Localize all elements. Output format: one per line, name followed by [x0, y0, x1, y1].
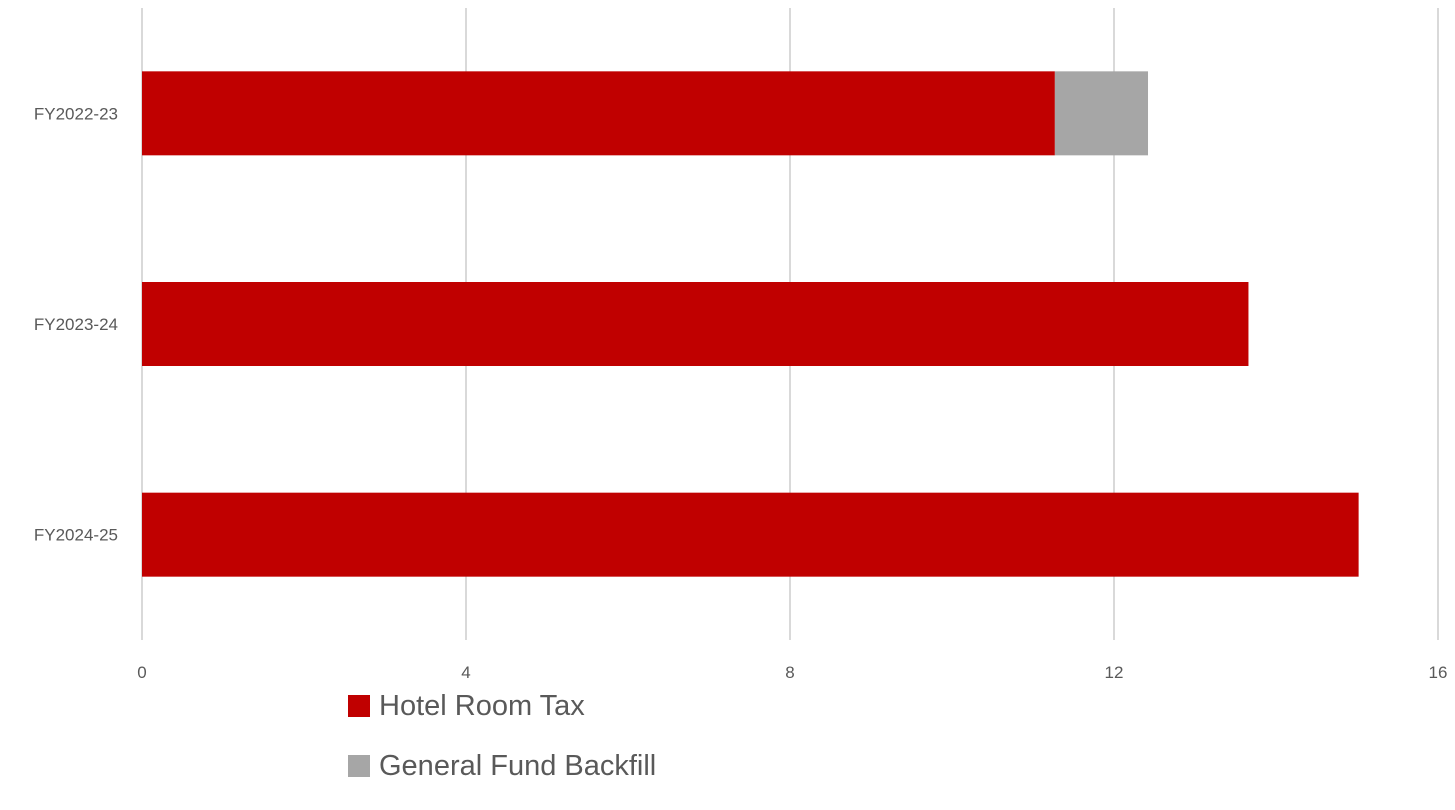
- bar-general-fund-backfill-fy2022-23: [1054, 71, 1149, 156]
- category-label: FY2023-24: [34, 315, 118, 334]
- bar-hotel-room-tax-fy2022-23: [142, 71, 1055, 156]
- legend-label-general-fund-backfill: General Fund Backfill: [379, 749, 657, 782]
- chart-plot: FY2022-23 FY2023-24 FY2024-25 0 4 8 12 16: [34, 8, 1447, 682]
- x-tick-label: 8: [785, 663, 794, 682]
- legend-item-hotel-room-tax: Hotel Room Tax: [348, 690, 656, 722]
- category-labels: FY2022-23 FY2023-24 FY2024-25: [34, 104, 118, 544]
- bars: [142, 71, 1359, 577]
- x-tick-label: 16: [1429, 663, 1448, 682]
- legend-label-hotel-room-tax: Hotel Room Tax: [379, 689, 585, 722]
- bar-hotel-room-tax-fy2023-24: [142, 282, 1249, 366]
- legend-swatch-hotel-room-tax: [348, 695, 370, 717]
- x-tick-labels: 0 4 8 12 16: [137, 663, 1447, 682]
- legend-swatch-general-fund-backfill: [348, 755, 370, 777]
- legend-item-general-fund-backfill: General Fund Backfill: [348, 750, 656, 782]
- x-tick-label: 4: [461, 663, 470, 682]
- x-tick-label: 0: [137, 663, 146, 682]
- x-tick-label: 12: [1105, 663, 1124, 682]
- legend: Hotel Room Tax General Fund Backfill: [348, 690, 656, 810]
- bar-hotel-room-tax-fy2024-25: [142, 492, 1359, 577]
- category-label: FY2022-23: [34, 104, 118, 123]
- category-label: FY2024-25: [34, 526, 118, 545]
